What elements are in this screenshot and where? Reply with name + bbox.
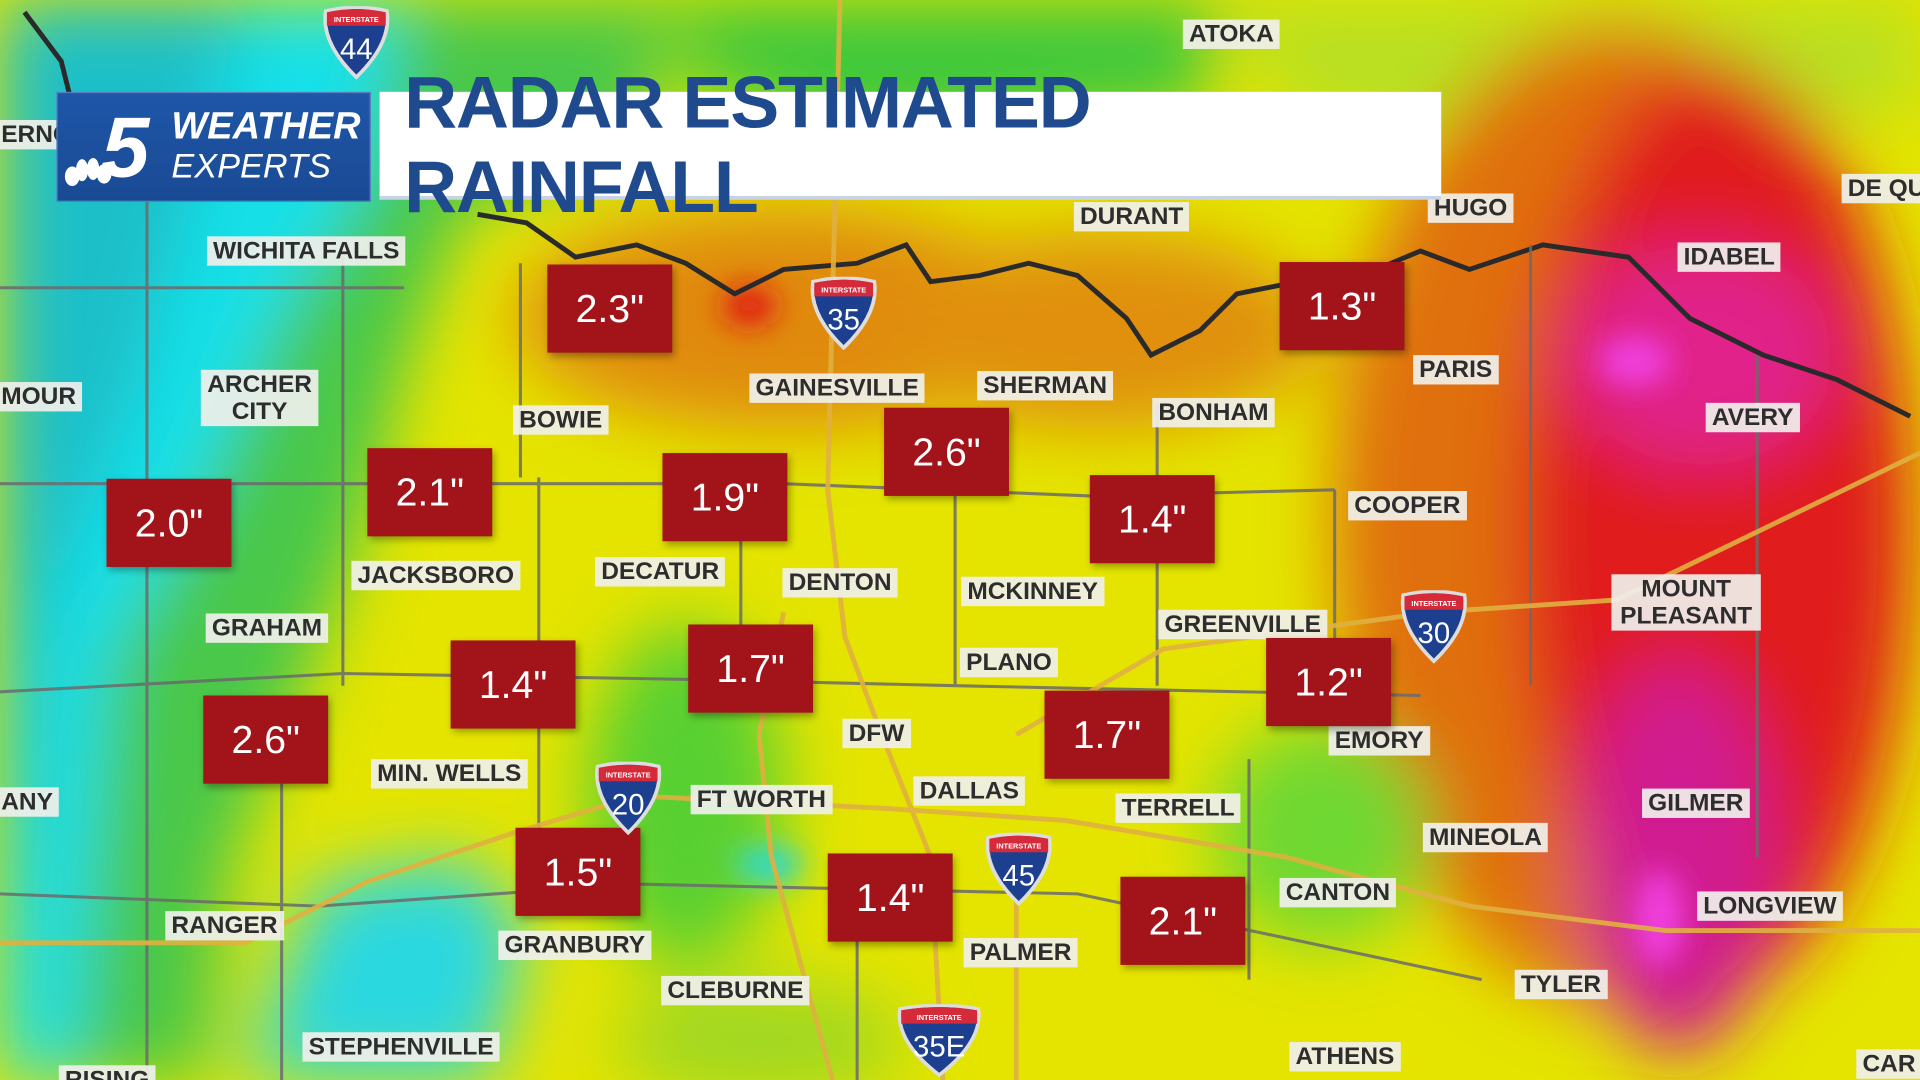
interstate-shield-icon: INTERSTATE 44: [321, 5, 392, 80]
city-label: IDABEL: [1677, 242, 1781, 272]
city-label: DALLAS: [913, 776, 1026, 806]
svg-text:45: 45: [1002, 859, 1035, 892]
rainfall-total: 1.2": [1266, 637, 1392, 727]
city-label: ANY: [0, 787, 60, 817]
city-label: CAR: [1856, 1049, 1920, 1079]
logo-weather: WEATHER: [171, 104, 361, 147]
logo-number: 5: [101, 99, 150, 195]
city-label: ATOKA: [1182, 19, 1280, 49]
city-label: DE QU: [1841, 173, 1920, 204]
rainfall-total: 2.6": [203, 695, 329, 784]
svg-text:INTERSTATE: INTERSTATE: [1411, 599, 1456, 608]
city-label: PLANO: [960, 647, 1058, 678]
svg-text:INTERSTATE: INTERSTATE: [996, 842, 1041, 851]
city-label: EMORY: [1328, 726, 1430, 756]
interstate-shield-icon: INTERSTATE 35E: [895, 1003, 983, 1078]
rainfall-total: 2.1": [1120, 876, 1246, 965]
interstate-shield-icon: INTERSTATE 45: [983, 832, 1054, 907]
city-label: GREENVILLE: [1158, 609, 1328, 640]
city-label: MOUR: [0, 382, 83, 412]
city-label: DECATUR: [595, 557, 726, 587]
city-label: MCKINNEY: [961, 576, 1105, 607]
svg-text:35E: 35E: [913, 1031, 965, 1064]
rainfall-total: 1.5": [515, 827, 641, 916]
city-label: DURANT: [1073, 202, 1190, 232]
title-banner: RADAR ESTIMATED RAINFALL: [379, 61, 1442, 227]
city-label: PALMER: [963, 937, 1078, 968]
city-label: BOWIE: [513, 405, 609, 435]
city-label: ATHENS: [1289, 1042, 1401, 1072]
svg-text:INTERSTATE: INTERSTATE: [334, 15, 379, 24]
city-label: CANTON: [1279, 877, 1397, 908]
city-label: STEPHENVILLE: [302, 1032, 500, 1062]
nbc-peacock-icon: [64, 157, 112, 187]
city-label: GRANBURY: [498, 930, 652, 961]
svg-text:INTERSTATE: INTERSTATE: [917, 1013, 962, 1022]
rainfall-total: 1.7": [688, 624, 814, 713]
rainfall-total: 1.4": [827, 853, 953, 942]
page-title: RADAR ESTIMATED RAINFALL: [404, 60, 1092, 228]
city-label: MINEOLA: [1422, 822, 1549, 853]
city-label: PARIS: [1413, 355, 1499, 385]
city-label: COOPER: [1348, 491, 1467, 521]
city-label: DENTON: [782, 568, 898, 598]
city-label: SHERMAN: [977, 371, 1114, 401]
city-label: LONGVIEW: [1697, 891, 1843, 921]
city-label: HUGO: [1427, 193, 1514, 223]
nbc5-weather-experts-logo: 5 WEATHER EXPERTS: [56, 91, 372, 203]
rainfall-total: 1.7": [1044, 690, 1170, 779]
svg-text:INTERSTATE: INTERSTATE: [821, 286, 866, 295]
city-label: TYLER: [1514, 969, 1608, 1000]
rainfall-total: 1.4": [450, 640, 576, 729]
city-label: WICHITA FALLS: [206, 236, 406, 266]
interstate-shield-icon: INTERSTATE 35: [808, 276, 879, 351]
city-label: RANGER: [165, 911, 284, 941]
svg-text:35: 35: [827, 303, 860, 336]
rainfall-total: 1.3": [1279, 262, 1405, 351]
svg-text:20: 20: [612, 788, 645, 821]
city-label: MOUNT PLEASANT: [1611, 574, 1761, 631]
svg-text:INTERSTATE: INTERSTATE: [606, 771, 651, 780]
interstate-shield-icon: INTERSTATE 30: [1398, 589, 1469, 664]
city-label: MIN. WELLS: [371, 759, 528, 789]
city-label: GRAHAM: [205, 613, 329, 643]
city-label: ARCHER CITY: [200, 369, 319, 427]
city-label: DFW: [842, 718, 911, 749]
rainfall-total: 1.4": [1089, 475, 1215, 564]
rainfall-total: 2.0": [106, 478, 232, 567]
rainfall-total: 2.3": [547, 264, 673, 353]
city-label: BONHAM: [1152, 397, 1275, 428]
city-label: GAINESVILLE: [749, 373, 925, 403]
rainfall-total: 1.9": [662, 453, 788, 542]
logo-experts: EXPERTS: [171, 146, 331, 185]
city-label: GILMER: [1642, 788, 1750, 818]
city-label: AVERY: [1705, 402, 1800, 433]
city-label: CLEBURNE: [661, 975, 810, 1006]
city-label: FT WORTH: [690, 784, 833, 815]
interstate-shield-icon: INTERSTATE 20: [593, 761, 664, 836]
svg-text:44: 44: [340, 33, 373, 66]
rainfall-total: 2.1": [367, 448, 493, 537]
svg-text:30: 30: [1418, 617, 1451, 650]
city-label: TERRELL: [1115, 793, 1241, 823]
city-label: RISING: [58, 1065, 156, 1080]
rainfall-total: 2.6": [884, 407, 1009, 496]
city-label: JACKSBORO: [351, 560, 521, 591]
